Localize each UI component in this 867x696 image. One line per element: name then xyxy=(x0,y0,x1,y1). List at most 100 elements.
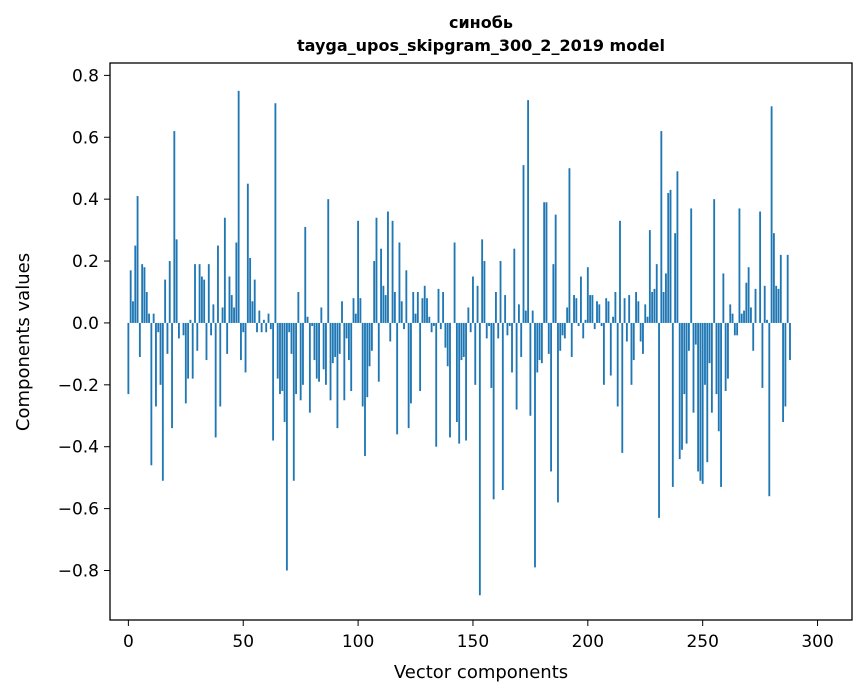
bar xyxy=(233,307,235,323)
bar xyxy=(242,322,245,333)
bar xyxy=(561,322,564,336)
bar xyxy=(214,322,217,438)
bar xyxy=(724,322,727,392)
bar xyxy=(577,322,580,327)
bar xyxy=(178,322,180,339)
bar xyxy=(697,322,700,472)
bar xyxy=(570,322,573,357)
bar xyxy=(400,301,403,323)
x-tick-label: 50 xyxy=(232,632,254,652)
bar xyxy=(230,295,233,323)
bar xyxy=(437,288,440,323)
bar xyxy=(168,261,171,323)
bar xyxy=(508,322,511,327)
bar xyxy=(373,261,376,323)
bar xyxy=(253,279,256,323)
bar xyxy=(632,322,635,361)
bar xyxy=(325,322,327,385)
bar xyxy=(265,322,268,333)
bar xyxy=(690,208,693,323)
bar xyxy=(290,322,293,354)
bar xyxy=(244,322,247,373)
bar xyxy=(648,230,651,323)
bar xyxy=(538,322,541,361)
bar xyxy=(717,322,720,432)
bar xyxy=(750,307,752,323)
x-tick-label: 0 xyxy=(123,632,134,652)
bar xyxy=(545,202,548,323)
y-tick-label: −0.6 xyxy=(58,500,99,520)
bar xyxy=(609,322,612,376)
bar xyxy=(331,322,334,364)
bar xyxy=(566,307,569,323)
bar xyxy=(357,220,360,323)
bar xyxy=(161,322,164,481)
bar xyxy=(322,322,325,370)
bar xyxy=(260,322,263,333)
bar xyxy=(687,322,690,351)
bar xyxy=(614,291,617,323)
bar xyxy=(706,322,709,463)
bar xyxy=(398,242,401,323)
x-axis-label: Vector components xyxy=(394,662,568,683)
bar xyxy=(573,295,575,323)
bar xyxy=(485,322,488,339)
bar xyxy=(219,322,222,407)
x-tick-label: 150 xyxy=(457,632,489,652)
bar xyxy=(605,298,608,323)
bar xyxy=(731,313,734,323)
bar xyxy=(476,285,479,323)
bar xyxy=(295,322,297,395)
bar xyxy=(669,189,672,323)
bar xyxy=(520,322,523,357)
bar xyxy=(586,267,589,323)
bar xyxy=(136,196,139,323)
bar xyxy=(249,257,252,323)
bar xyxy=(182,322,185,336)
bar xyxy=(467,307,470,323)
bar xyxy=(685,322,688,444)
bar xyxy=(708,322,711,364)
bar xyxy=(623,298,626,323)
chart-subtitle: tayga_upos_skipgram_300_2_2019 model xyxy=(297,36,665,55)
bar xyxy=(630,322,633,385)
bar xyxy=(600,322,603,327)
bar xyxy=(320,307,323,323)
bar xyxy=(662,291,665,323)
bar xyxy=(531,310,534,323)
bar xyxy=(736,322,739,336)
bar xyxy=(141,264,144,323)
bar xyxy=(313,322,316,361)
bar xyxy=(715,322,718,395)
bar xyxy=(759,211,762,323)
bar xyxy=(205,322,208,361)
bar xyxy=(235,242,238,323)
bar xyxy=(288,322,291,333)
bar xyxy=(460,322,463,361)
bar xyxy=(187,322,190,379)
y-tick-label: 0.6 xyxy=(72,128,99,148)
bar xyxy=(740,313,743,323)
x-tick-label: 100 xyxy=(342,632,374,652)
plot-frame xyxy=(109,62,853,621)
bar xyxy=(694,322,697,345)
bar xyxy=(329,322,332,401)
bar xyxy=(410,322,412,404)
bar xyxy=(318,322,320,382)
bar xyxy=(462,322,465,357)
bar xyxy=(768,322,771,497)
bar xyxy=(784,322,787,407)
bar xyxy=(375,217,378,323)
bar xyxy=(483,261,486,323)
bar xyxy=(380,248,382,323)
bar xyxy=(435,322,438,447)
bar xyxy=(377,322,380,382)
bar xyxy=(465,322,467,441)
bar xyxy=(419,322,422,392)
bar xyxy=(308,322,311,413)
bar xyxy=(772,233,775,323)
bar xyxy=(754,288,757,323)
bar xyxy=(782,322,784,422)
bar xyxy=(655,264,658,323)
